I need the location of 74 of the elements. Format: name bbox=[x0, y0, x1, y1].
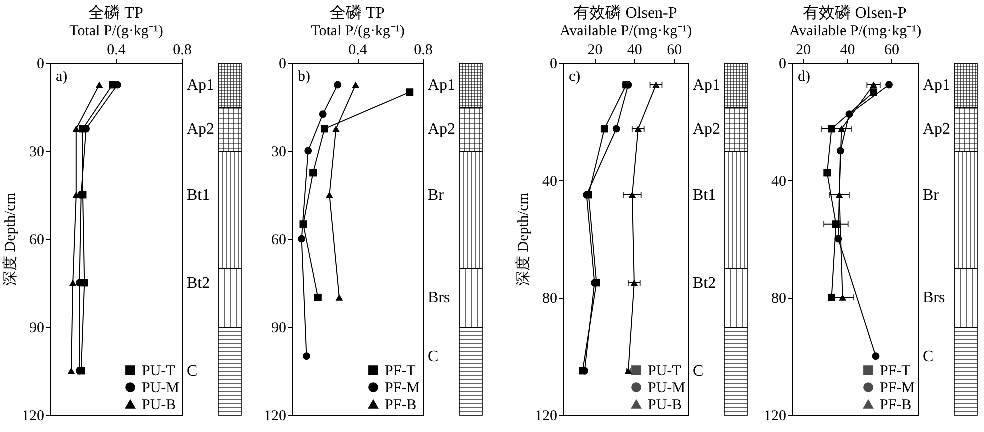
legend-label: PF-B bbox=[385, 398, 417, 414]
text: Brs bbox=[428, 290, 450, 307]
x-axis-title: Total P/(g·kg⁻¹) bbox=[311, 24, 405, 40]
x-tick-label: 60 bbox=[667, 42, 682, 58]
y-tick-label: 60 bbox=[30, 232, 44, 248]
y-tick-label: 120 bbox=[764, 408, 786, 424]
legend-label: PU-B bbox=[142, 398, 176, 414]
text: Bt1 bbox=[187, 187, 210, 204]
y-tick-label: 90 bbox=[272, 320, 286, 336]
y-tick-label: 120 bbox=[535, 408, 558, 424]
x-tick-label: 40 bbox=[840, 42, 856, 58]
x-axis-title: Available P/(mg·kg⁻¹) bbox=[560, 24, 692, 40]
x-axis-title: Total P/(g·kg⁻¹) bbox=[70, 24, 164, 40]
y-tick-label: 120 bbox=[22, 408, 44, 424]
y-tick-label: 120 bbox=[264, 408, 286, 424]
legend-label: PF-T bbox=[880, 364, 911, 380]
text: Brs bbox=[923, 290, 946, 307]
text: Ap2 bbox=[187, 121, 215, 138]
legend-label: PF-T bbox=[385, 364, 416, 380]
y-axis-title: 深度 Depth/cm bbox=[2, 192, 19, 286]
x-tick-label: 0.8 bbox=[173, 42, 192, 58]
x-tick-label: 0.4 bbox=[107, 42, 126, 58]
annotation: c) bbox=[569, 69, 581, 85]
text: Ap2 bbox=[693, 121, 721, 138]
y-tick-label: 0 bbox=[37, 56, 44, 72]
legend-label: PF-M bbox=[385, 380, 420, 396]
annotation: b) bbox=[298, 69, 310, 85]
x-axis-title: Available P/(mg·kg⁻¹) bbox=[789, 24, 922, 40]
chart-title: 有效磷 Olsen-P bbox=[803, 4, 907, 22]
y-tick-label: 0 bbox=[279, 56, 286, 72]
y-tick-label: 80 bbox=[772, 291, 786, 308]
chart-title: 有效磷 Olsen-P bbox=[574, 4, 678, 22]
text: C bbox=[187, 363, 198, 380]
y-tick-label: 40 bbox=[772, 174, 786, 190]
legend-label: PU-T bbox=[648, 364, 682, 380]
text: Ap1 bbox=[187, 77, 215, 94]
x-tick-label: 60 bbox=[884, 42, 900, 58]
text: Ap1 bbox=[693, 77, 721, 94]
text: Ap1 bbox=[923, 77, 951, 94]
legend-label: PF-M bbox=[880, 380, 916, 396]
y-tick-label: 80 bbox=[542, 291, 558, 308]
text: Bt2 bbox=[187, 275, 210, 292]
text: C bbox=[923, 348, 934, 366]
y-tick-label: 90 bbox=[30, 320, 44, 336]
y-tick-label: 30 bbox=[30, 144, 44, 160]
x-tick-label: 20 bbox=[796, 42, 812, 58]
y-tick-label: 60 bbox=[272, 232, 286, 248]
text: Bt1 bbox=[693, 187, 716, 204]
y-tick-label: 40 bbox=[542, 174, 558, 190]
text: Br bbox=[923, 187, 940, 204]
text: Br bbox=[428, 187, 445, 204]
annotation: a) bbox=[56, 69, 68, 85]
x-tick-label: 20 bbox=[588, 42, 603, 58]
legend-label: PU-M bbox=[648, 380, 686, 396]
chart-title: 全磷 TP bbox=[88, 4, 144, 22]
legend-label: PU-M bbox=[142, 380, 180, 396]
x-tick-label: 0.8 bbox=[414, 42, 433, 58]
legend-label: PF-B bbox=[880, 398, 912, 414]
text: Bt2 bbox=[693, 275, 716, 292]
text: Ap1 bbox=[428, 77, 456, 94]
annotation: d) bbox=[798, 69, 810, 85]
y-tick-label: 0 bbox=[779, 56, 786, 72]
y-axis-title: 深度 Depth/cm bbox=[515, 192, 532, 286]
legend-label: PU-T bbox=[142, 364, 176, 380]
chart-title: 全磷 TP bbox=[330, 4, 385, 22]
text: Ap2 bbox=[428, 121, 456, 138]
legend-label: PU-B bbox=[648, 398, 682, 414]
x-tick-label: 0.4 bbox=[348, 42, 368, 58]
text: C bbox=[428, 348, 439, 366]
x-tick-label: 40 bbox=[627, 42, 642, 58]
text: Ap2 bbox=[923, 121, 951, 138]
y-tick-label: 0 bbox=[550, 56, 558, 72]
text: C bbox=[693, 363, 704, 380]
y-tick-label: 30 bbox=[272, 144, 286, 160]
